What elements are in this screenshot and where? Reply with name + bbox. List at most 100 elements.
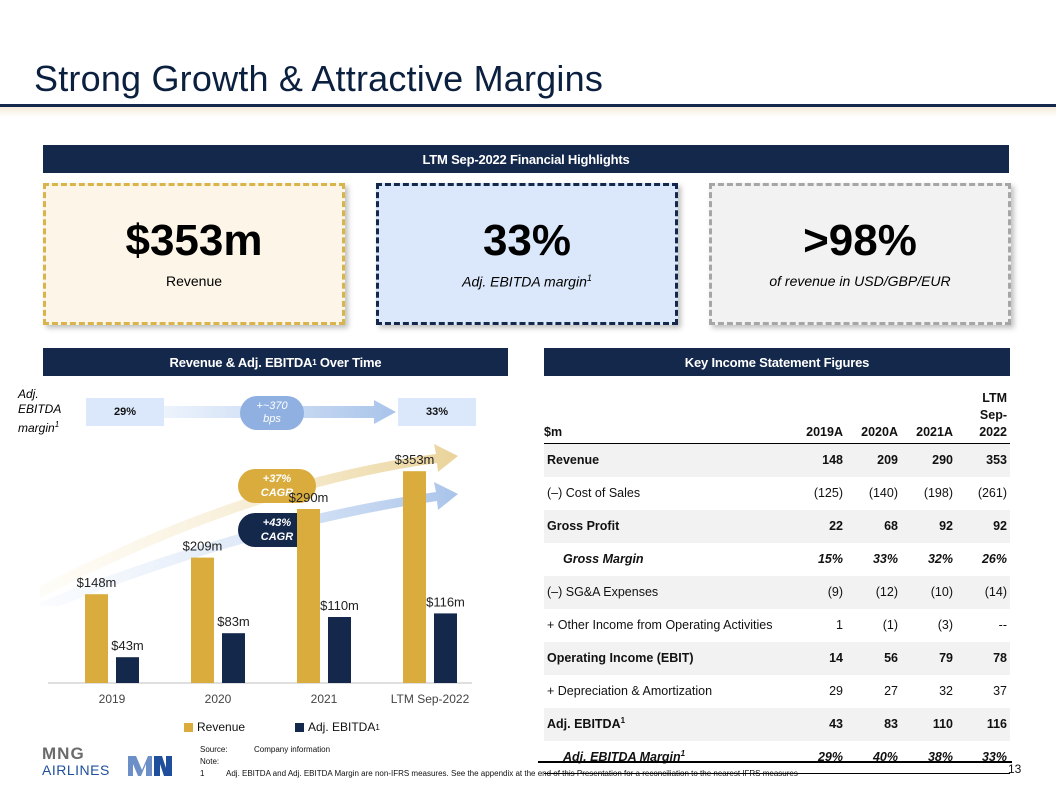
kpi-margin-value: 33%	[482, 215, 572, 265]
col-header-2021: 2021A	[916, 425, 953, 439]
revenue-data-label-3: $353m	[395, 452, 435, 467]
title-shadow	[0, 107, 1056, 117]
table-cell: 290	[901, 443, 956, 477]
kpi-currency-value: >98%	[803, 216, 917, 265]
table-cell: 79	[901, 641, 956, 675]
revenue-ebitda-chart: $148m $43m 2019 $209m $83m 2020 $290m $110m 2021…	[48, 452, 472, 706]
margin-change-line1: +~370	[256, 400, 288, 412]
table-row: Adj. EBITDA Margin1 29% 40% 38% 33%	[544, 741, 1010, 774]
ebitda-data-label-2: $110m	[320, 598, 359, 613]
table-cell: 33%	[872, 552, 898, 566]
row-label-text: Revenue	[547, 453, 600, 468]
margin-label-line3-text: margin	[18, 421, 55, 435]
ebitda-bar-0	[116, 657, 139, 683]
revenue-cagr-badge: +37% CAGR	[238, 469, 316, 503]
table-cell: 83	[846, 707, 901, 741]
table-cell: (3)	[937, 618, 953, 632]
company-logo: MNG AIRLINES	[42, 745, 110, 778]
table-cell: 14	[794, 641, 846, 675]
table-cell: 29	[829, 684, 843, 698]
col-header-ltm: LTM Sep-2022	[956, 390, 1010, 444]
revenue-data-label-0: $148m	[77, 575, 117, 590]
page-title: Strong Growth & Attractive Margins	[34, 58, 604, 99]
table-cell: (125)	[813, 486, 843, 500]
table-section-header: Key Income Statement Figures	[544, 348, 1010, 376]
margin-label-line3: margin1	[18, 417, 61, 436]
table-cell: 40%	[872, 749, 898, 764]
footnote-source-value: Company information	[254, 745, 331, 754]
chart-section-title: Revenue & Adj. EBITDA	[169, 354, 313, 370]
kpi-currency-label: of revenue in USD/GBP/EUR	[769, 273, 951, 289]
row-label-text: Gross Margin	[563, 552, 644, 566]
table-cell: 43	[794, 707, 846, 741]
table-cell: 78	[956, 641, 1010, 675]
legend-revenue: Revenue	[184, 720, 245, 734]
table-cell: 27	[884, 684, 898, 698]
revenue-bar-0	[85, 594, 108, 683]
col-header-2020: 2020A	[861, 425, 898, 439]
x-tick-label-3: LTM Sep-2022	[391, 692, 470, 706]
footnote-source-key: Source:	[200, 745, 228, 754]
table-cell: 110	[901, 707, 956, 741]
kpi-revenue-value: $353m	[125, 216, 263, 265]
legend-ebitda-swatch	[295, 722, 304, 732]
table-cell: (261)	[977, 486, 1007, 500]
margin-change-line2: bps	[263, 413, 281, 425]
table-row: Revenue 148 209 290 353	[544, 443, 1010, 477]
income-statement-table: $m 2019A 2020A 2021A LTM Sep-2022 Revenue…	[544, 390, 1010, 774]
table-cell: 1	[836, 618, 843, 632]
chart-section-title-tail: Over Time	[316, 354, 382, 370]
row-label: Revenue	[544, 443, 794, 477]
revenue-bar-3	[403, 471, 426, 683]
table-cell: 22	[794, 509, 846, 543]
ebitda-cagr-label: CAGR	[260, 531, 294, 543]
kpi-margin-label: Adj. EBITDA margin1	[462, 273, 592, 290]
table-cell: 92	[901, 509, 956, 543]
margin-start-pill: 29%	[86, 398, 164, 426]
margin-label: Adj. EBITDA margin1	[18, 387, 61, 436]
kpi-margin-label-text: Adj. EBITDA margin	[462, 273, 587, 290]
title-rule	[0, 104, 1056, 107]
chart-section-header: Revenue & Adj. EBITDA 1 Over Time	[43, 348, 508, 376]
table-row: + Depreciation & Amortization 29 27 32 37	[544, 675, 1010, 708]
footnote-1-key: 1	[200, 769, 205, 778]
footnote-source: Source: Company information	[200, 745, 330, 754]
footnote-1-text: Adj. EBITDA and Adj. EBITDA Margin are n…	[226, 769, 798, 778]
table-row: Adj. EBITDA1 43 83 110 116	[544, 707, 1010, 741]
table-cell: 92	[956, 509, 1010, 543]
legend-ebitda-label: Adj. EBITDA	[308, 720, 376, 734]
kpi-revenue-label: Revenue	[165, 273, 223, 289]
table-cell: 15%	[817, 552, 843, 566]
revenue-bar-1	[191, 557, 214, 683]
row-label-text: (–) SG&A Expenses	[547, 585, 659, 599]
growth-arrows	[40, 444, 458, 606]
row-label: (–) Cost of Sales	[544, 477, 794, 510]
legend-revenue-swatch	[184, 722, 193, 732]
table-cell: 26%	[981, 552, 1007, 566]
ebitda-data-label-3: $116m	[426, 594, 465, 609]
row-label-text: Gross Profit	[547, 519, 620, 533]
kpi-revenue: $353m Revenue	[43, 183, 345, 325]
table-cell: 148	[794, 443, 846, 477]
row-label: Gross Margin	[544, 543, 794, 576]
table-cell: 32%	[927, 552, 953, 566]
row-label: + Depreciation & Amortization	[544, 675, 794, 708]
row-label-text: Operating Income (EBIT)	[547, 651, 694, 665]
table-cell: 32	[939, 684, 953, 698]
table-cell: (14)	[956, 575, 1010, 609]
table-cell: 353	[956, 443, 1010, 477]
row-label-text: + Depreciation & Amortization	[547, 684, 713, 698]
col-header-2019: 2019A	[806, 425, 843, 439]
table-cell: 29%	[817, 749, 843, 764]
row-label-footnote: 1	[680, 749, 686, 759]
margin-change-badge: +~370 bps	[240, 396, 304, 430]
revenue-cagr-label: CAGR	[260, 487, 294, 499]
legend-ebitda: Adj. EBITDA 1	[295, 720, 380, 734]
page-number: 13	[1008, 762, 1022, 776]
table-cell: (198)	[923, 486, 953, 500]
ebitda-bar-1	[222, 633, 245, 683]
ebitda-data-label-1: $83m	[217, 614, 250, 629]
table-row: Gross Profit 22 68 92 92	[544, 509, 1010, 543]
ebitda-growth-arrow	[40, 482, 458, 606]
revenue-data-label-2: $290m	[289, 490, 329, 505]
